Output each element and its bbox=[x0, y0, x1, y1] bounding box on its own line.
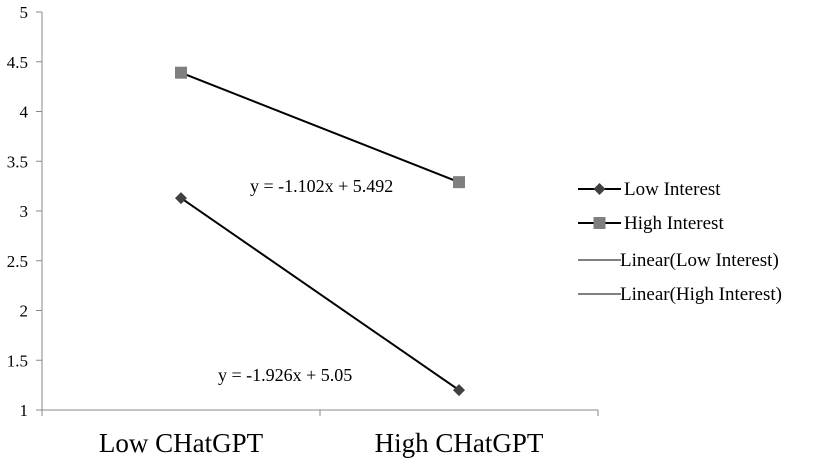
legend-label-high-interest: High Interest bbox=[624, 213, 724, 234]
legend-marker-low-interest bbox=[593, 183, 606, 195]
series-layer bbox=[175, 66, 465, 397]
legend-marker-high-interest bbox=[593, 217, 606, 229]
trendline-equations: y = -1.926x + 5.05 y = -1.102x + 5.492 bbox=[218, 176, 393, 385]
legend-label-low-interest: Low Interest bbox=[624, 179, 721, 200]
high-interest-series-line bbox=[180, 71, 460, 184]
y-tick-label: 3.5 bbox=[7, 152, 28, 171]
low-interest-series-line bbox=[180, 197, 460, 391]
low-interest-data-point bbox=[175, 192, 187, 205]
y-axis-ticks: 1 1.5 2 2.5 3 3.5 4 4.5 5 bbox=[7, 3, 42, 420]
low-interest-data-point bbox=[453, 384, 465, 397]
y-tick-label: 2 bbox=[20, 302, 29, 321]
legend-trendline-label: Linear(High Interest) bbox=[620, 284, 782, 305]
high-interest-data-point bbox=[175, 66, 187, 79]
y-tick-label: 1.5 bbox=[7, 351, 28, 370]
x-category-label: Low CHatGPT bbox=[99, 428, 264, 458]
x-category-label: High CHatGPT bbox=[375, 428, 544, 458]
x-axis-categories: Low CHatGPT High CHatGPT bbox=[41, 410, 599, 458]
y-tick-label: 4.5 bbox=[7, 53, 28, 72]
y-tick-label: 2.5 bbox=[7, 252, 28, 271]
axes bbox=[41, 12, 598, 411]
y-tick-label: 5 bbox=[20, 3, 29, 22]
legend-trendline-label: Linear(Low Interest) bbox=[620, 250, 779, 271]
trendline-equation: y = -1.926x + 5.05 bbox=[218, 365, 352, 385]
y-tick-label: 4 bbox=[20, 103, 29, 122]
trendline-equation: y = -1.102x + 5.492 bbox=[250, 176, 393, 196]
legend: Low Interest High Interest Linear(Low Inte… bbox=[578, 179, 782, 305]
y-tick-label: 1 bbox=[20, 401, 29, 420]
high-interest-data-point bbox=[453, 176, 465, 189]
y-tick-label: 3 bbox=[20, 202, 29, 221]
